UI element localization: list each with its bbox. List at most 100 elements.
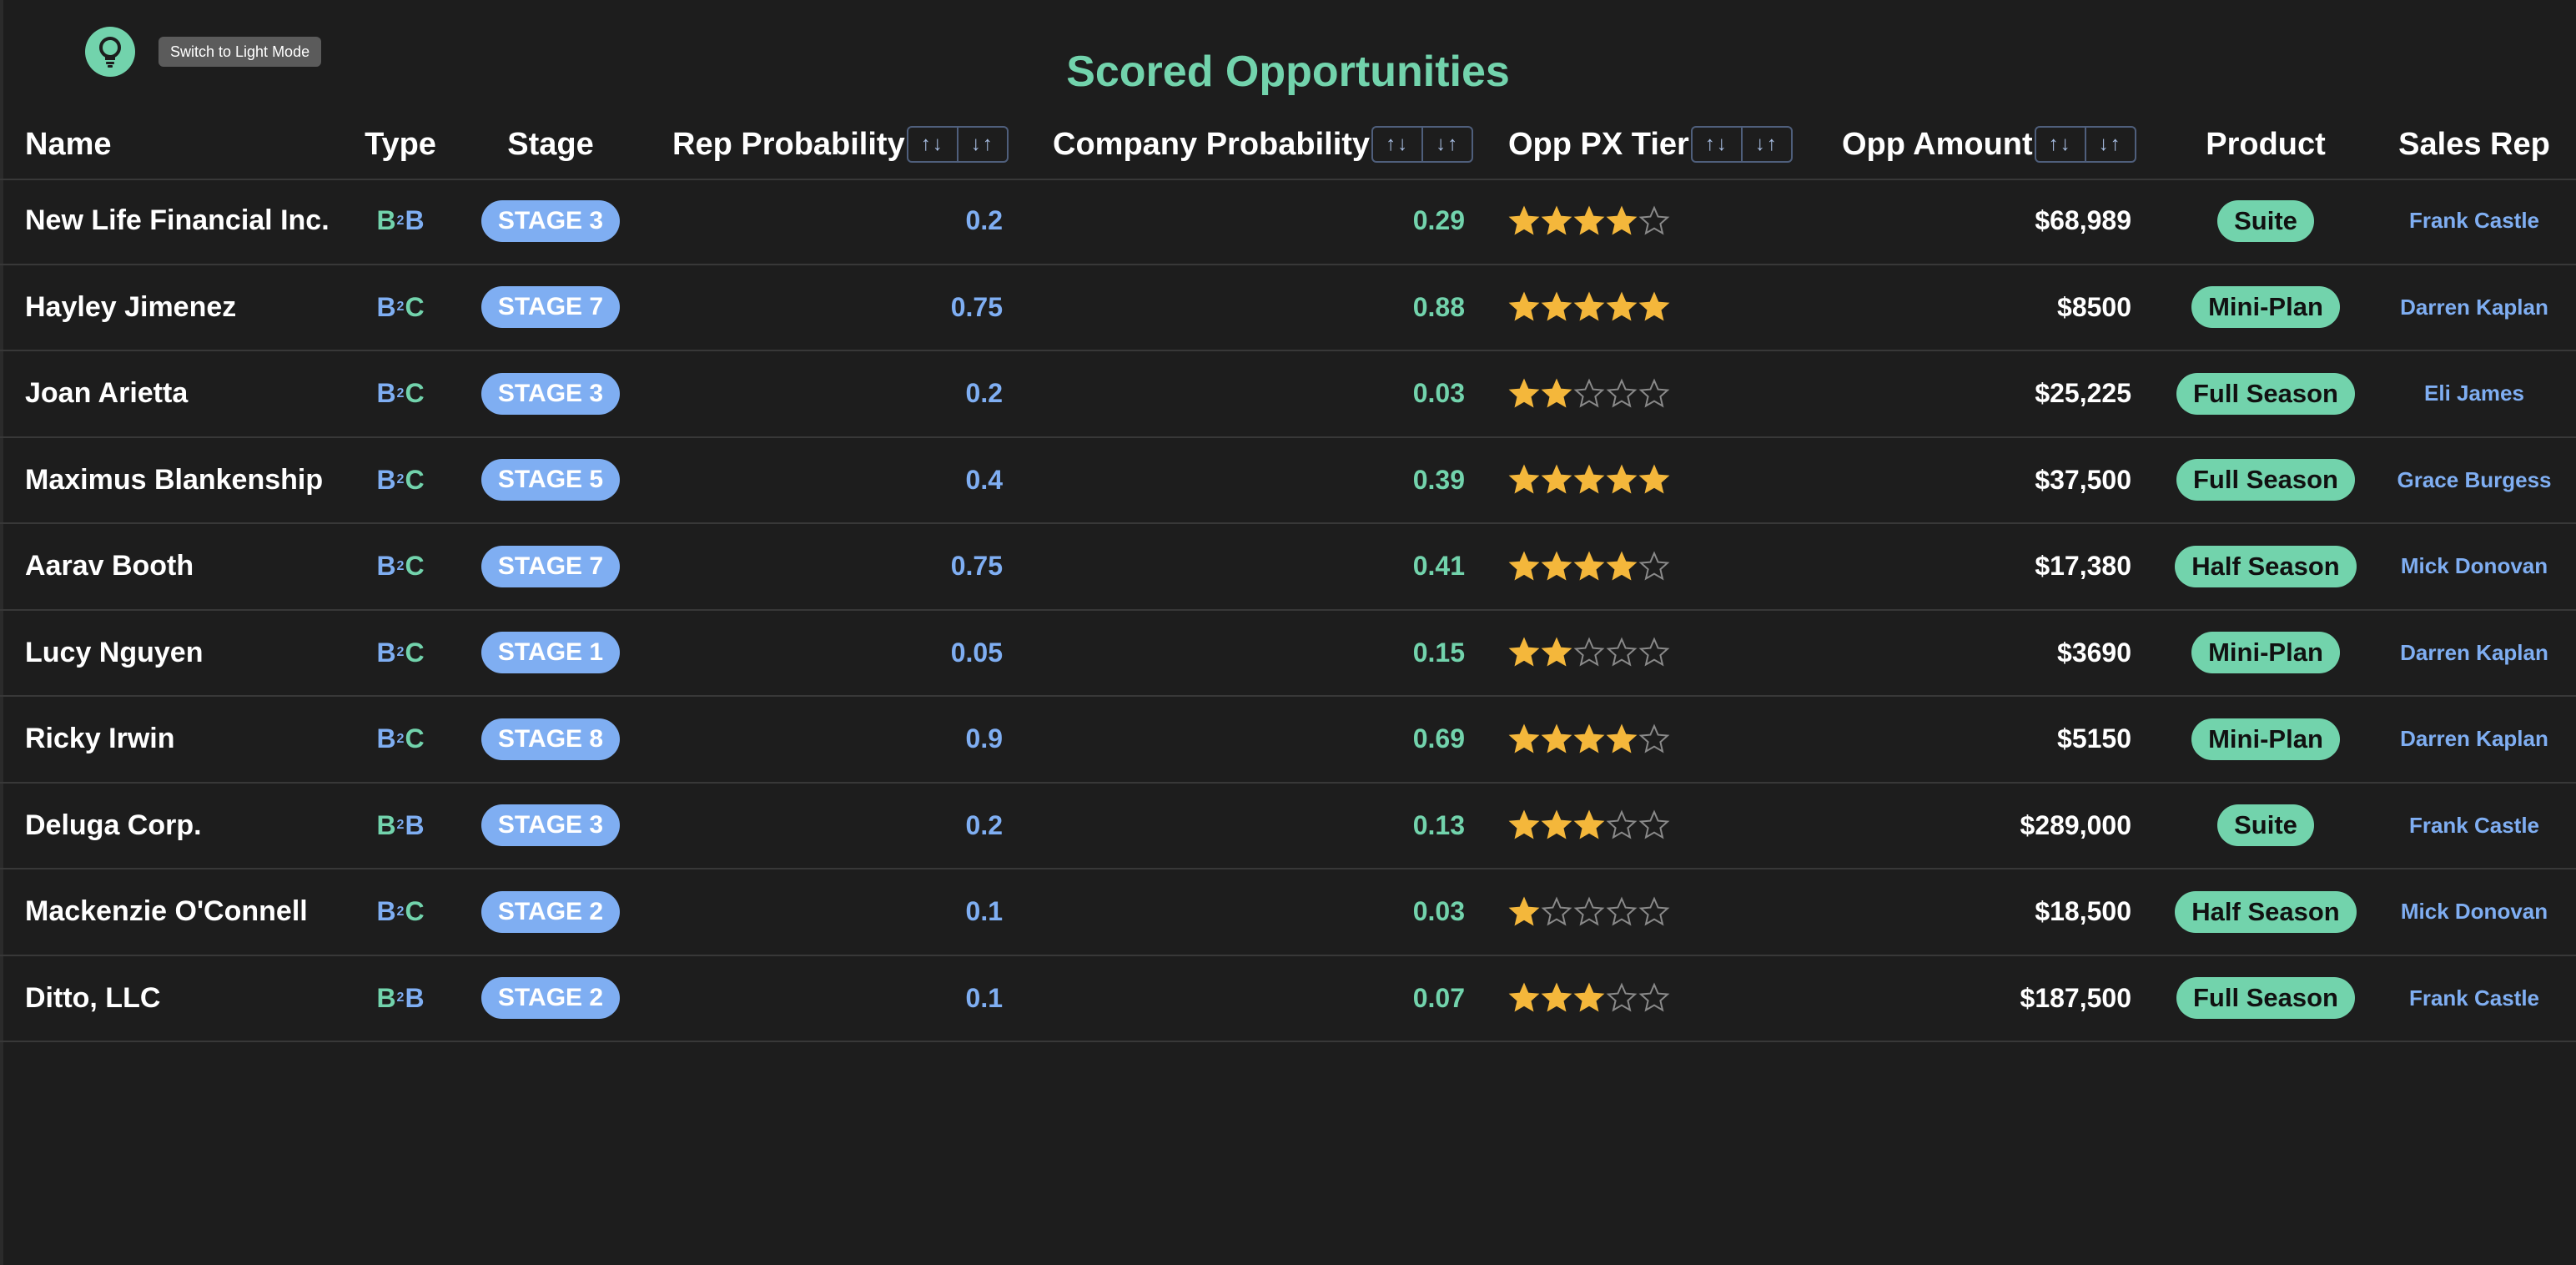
cell-name[interactable]: Lucy Nguyen — [25, 636, 204, 668]
sort-ascending-button[interactable]: ↑↓ — [1704, 133, 1728, 155]
table-row[interactable]: Mackenzie O'Connell B 2 C STAGE 2 0.1 0.03 $18,… — [0, 869, 2576, 956]
star-filled-icon — [1638, 291, 1670, 321]
sort-descending-button[interactable]: ↓↑ — [2084, 128, 2135, 161]
sort-descending-button[interactable]: ↓↑ — [1740, 128, 1791, 161]
cell-company-probability: 0.03 — [1412, 378, 1465, 409]
header-stage[interactable]: Stage — [507, 126, 594, 162]
table-row[interactable]: Deluga Corp. B 2 B STAGE 3 0.2 0.13 $289,000 Sui… — [0, 784, 2576, 869]
table-header: Name Type Stage Rep Probability ↑↓ ↓↑ Co… — [0, 110, 2576, 180]
cell-company-probability: 0.88 — [1412, 291, 1465, 322]
cell-name[interactable]: Ditto, LLC — [25, 981, 161, 1014]
header-product[interactable]: Product — [2206, 126, 2326, 162]
type-prefix: B — [376, 551, 396, 582]
cell-opp-amount: $17,380 — [2035, 551, 2131, 582]
star-empty-icon — [1638, 896, 1670, 926]
opp-amount-sort: ↑↓ ↓↑ — [2034, 126, 2136, 163]
cell-name[interactable]: New Life Financial Inc. — [25, 204, 330, 237]
cell-sales-rep[interactable]: Grace Burgess — [2397, 466, 2552, 492]
cell-opp-px-tier — [1508, 179, 1671, 264]
cell-rep-probability: 0.2 — [965, 205, 1003, 236]
cell-sales-rep[interactable]: Mick Donovan — [2400, 899, 2548, 925]
theme-toggle-button[interactable] — [85, 27, 135, 77]
cell-sales-rep[interactable]: Frank Castle — [2408, 812, 2540, 838]
table-row[interactable]: Maximus Blankenship B 2 C STAGE 5 0.4 0.39 $37,… — [0, 438, 2576, 524]
type-suffix: B — [405, 205, 425, 236]
cell-sales-rep[interactable]: Darren Kaplan — [2400, 294, 2548, 320]
sort-ascending-button[interactable]: ↑↓ — [920, 133, 944, 155]
cell-company-probability: 0.69 — [1412, 723, 1465, 754]
cell-product: Half Season — [2161, 524, 2371, 609]
header-opp-amount-label: Opp Amount — [1842, 126, 2033, 162]
cell-sales-rep[interactable]: Mick Donovan — [2400, 553, 2548, 579]
type-suffix: C — [405, 378, 425, 409]
cell-product: Mini-Plan — [2161, 611, 2371, 696]
cell-company-probability: 0.07 — [1412, 982, 1465, 1013]
sort-ascending-button[interactable]: ↑↓ — [1386, 133, 1410, 155]
table-row[interactable]: Hayley Jimenez B 2 C STAGE 7 0.75 0.88 $8500 Min… — [0, 265, 2576, 351]
cell-opp-amount: $68,989 — [2035, 205, 2131, 236]
product-badge: Suite — [2217, 804, 2314, 847]
cell-company-probability: 0.41 — [1412, 551, 1465, 582]
cell-sales-rep[interactable]: Frank Castle — [2408, 985, 2540, 1010]
star-empty-icon — [1638, 637, 1670, 667]
cell-opp-amount: $3690 — [2057, 637, 2131, 668]
cell-stage: STAGE 2 — [467, 956, 634, 1041]
table-row[interactable]: New Life Financial Inc. B 2 B STAGE 3 0.2 0.29… — [0, 179, 2576, 265]
cell-stage: STAGE 8 — [467, 697, 634, 782]
cell-opp-amount: $289,000 — [2020, 809, 2131, 840]
table-row[interactable]: Aarav Booth B 2 C STAGE 7 0.75 0.41 $17,380 Half… — [0, 524, 2576, 611]
star-empty-icon — [1606, 637, 1638, 667]
type-prefix: B — [376, 464, 396, 495]
table-row[interactable]: Lucy Nguyen B 2 C STAGE 1 0.05 0.15 $3690 Mini-P… — [0, 611, 2576, 697]
star-empty-icon — [1606, 809, 1638, 839]
cell-sales-rep[interactable]: Frank Castle — [2408, 208, 2540, 234]
product-badge: Full Season — [2176, 459, 2355, 501]
star-filled-icon — [1508, 291, 1540, 321]
cell-sales-rep[interactable]: Eli James — [2424, 381, 2524, 406]
star-filled-icon — [1541, 291, 1572, 321]
header-type[interactable]: Type — [365, 126, 436, 162]
type-prefix: B — [376, 809, 396, 840]
type-suffix: C — [405, 291, 425, 322]
cell-name[interactable]: Ricky Irwin — [25, 723, 175, 755]
type-prefix: B — [376, 896, 396, 927]
header-sales-rep[interactable]: Sales Rep — [2398, 126, 2550, 162]
cell-product: Full Season — [2161, 438, 2371, 523]
product-badge: Half Season — [2175, 890, 2357, 933]
cell-sales-rep[interactable]: Darren Kaplan — [2400, 639, 2548, 665]
cell-name[interactable]: Joan Arietta — [25, 377, 189, 410]
cell-name[interactable]: Mackenzie O'Connell — [25, 895, 308, 928]
table-row[interactable]: Ditto, LLC B 2 B STAGE 2 0.1 0.07 $187,500 Full … — [0, 956, 2576, 1042]
cell-name[interactable]: Aarav Booth — [25, 550, 194, 582]
sort-descending-button[interactable]: ↓↑ — [1421, 128, 1472, 161]
cell-name[interactable]: Hayley Jimenez — [25, 290, 237, 323]
table-row[interactable]: Ricky Irwin B 2 C STAGE 8 0.9 0.69 $5150 Mini-Pl… — [0, 697, 2576, 784]
star-filled-icon — [1508, 378, 1540, 408]
product-badge: Half Season — [2175, 545, 2357, 587]
cell-sales-rep[interactable]: Darren Kaplan — [2400, 726, 2548, 752]
cell-opp-amount: $8500 — [2057, 291, 2131, 322]
star-empty-icon — [1638, 378, 1670, 408]
product-badge: Mini-Plan — [2191, 286, 2340, 329]
star-filled-icon — [1606, 291, 1638, 321]
star-empty-icon — [1573, 637, 1605, 667]
header-name[interactable]: Name — [25, 126, 112, 162]
table-row[interactable]: Joan Arietta B 2 C STAGE 3 0.2 0.03 $25,225 Full… — [0, 351, 2576, 438]
cell-name[interactable]: Maximus Blankenship — [25, 463, 324, 496]
cell-stage: STAGE 3 — [467, 179, 634, 264]
sort-ascending-button[interactable]: ↑↓ — [2048, 133, 2072, 155]
sort-descending-button[interactable]: ↓↑ — [956, 128, 1007, 161]
star-filled-icon — [1541, 637, 1572, 667]
cell-name[interactable]: Deluga Corp. — [25, 809, 202, 841]
page-title: Scored Opportunities — [1066, 48, 1510, 96]
star-filled-icon — [1638, 464, 1670, 494]
product-badge: Mini-Plan — [2191, 718, 2340, 760]
header-rep-probability: Rep Probability ↑↓ ↓↑ — [672, 110, 1009, 179]
cell-rep-probability: 0.75 — [950, 551, 1003, 582]
